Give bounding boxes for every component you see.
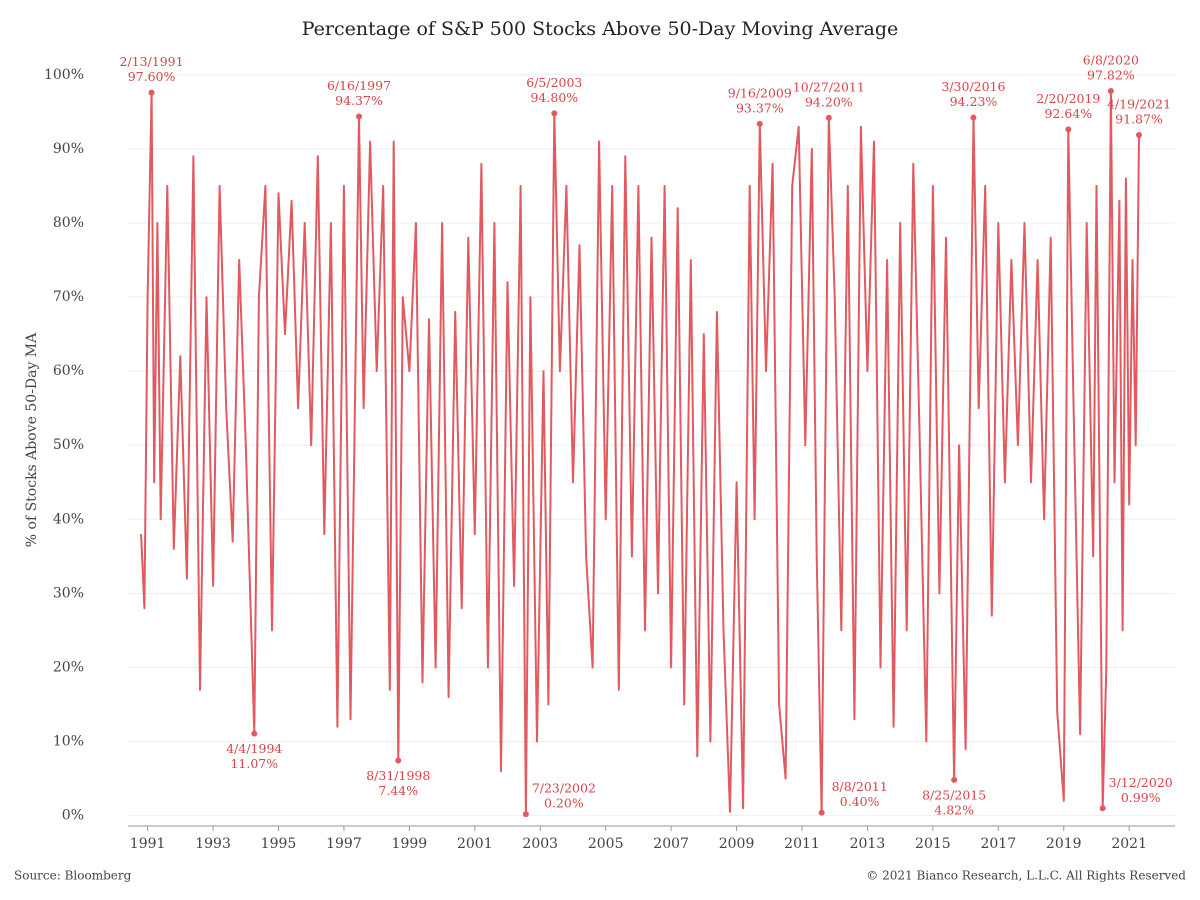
- annotation-value: 94.37%: [335, 93, 383, 108]
- source: Source: Bloomberg: [14, 869, 132, 883]
- annotation-point: [551, 110, 558, 117]
- annotation-point: [818, 809, 825, 816]
- annotation-date: 3/30/2016: [941, 79, 1005, 94]
- x-tick-label: 2019: [1046, 836, 1082, 852]
- annotation-date: 2/20/2019: [1036, 91, 1100, 106]
- x-tick-label: 1991: [130, 836, 166, 852]
- annotation-date: 9/16/2009: [728, 85, 792, 100]
- annotation-point: [1107, 87, 1114, 94]
- x-tick-label: 2001: [457, 836, 493, 852]
- y-axis-label: % of Stocks Above 50-Day MA: [24, 332, 40, 547]
- annotation-date: 7/23/2002: [532, 781, 596, 796]
- x-tick-label: 1993: [195, 836, 231, 852]
- y-tick-label: 80%: [53, 215, 84, 231]
- annotation-value: 4.82%: [934, 802, 974, 817]
- annotation-value: 94.80%: [530, 90, 578, 105]
- annotation-value: 94.20%: [805, 94, 853, 109]
- annotation-point: [355, 113, 362, 120]
- y-tick-label: 10%: [53, 734, 84, 750]
- annotation-value: 94.23%: [950, 94, 998, 109]
- annotation-date: 8/8/2011: [832, 779, 888, 794]
- annotation-point: [1099, 805, 1106, 812]
- annotation-value: 97.60%: [128, 69, 176, 84]
- series-line: [140, 90, 1140, 816]
- y-tick-label: 30%: [53, 585, 84, 601]
- x-tick-label: 2009: [719, 836, 755, 852]
- annotation-point: [756, 120, 763, 127]
- x-tick-label: 2007: [653, 836, 689, 852]
- annotation-point: [251, 730, 258, 737]
- x-tick-label: 2021: [1111, 836, 1147, 852]
- annotation-value: 97.82%: [1087, 67, 1135, 82]
- annotation-date: 4/4/1994: [226, 741, 282, 756]
- annotation-date: 3/12/2020: [1109, 775, 1173, 790]
- annotation-point: [951, 776, 958, 783]
- annotation-date: 6/5/2003: [526, 75, 582, 90]
- annotation-point: [970, 114, 977, 121]
- annotation-point: [522, 811, 529, 818]
- annotation-value: 91.87%: [1115, 112, 1163, 127]
- annotation-point: [1136, 132, 1143, 139]
- y-tick-label: 90%: [53, 141, 84, 157]
- annotation-point: [825, 114, 832, 121]
- annotation-date: 8/25/2015: [922, 787, 986, 802]
- annotation-date: 6/16/1997: [327, 78, 391, 93]
- x-tick-label: 1999: [392, 836, 428, 852]
- x-tick-label: 2003: [522, 836, 558, 852]
- annotation-point: [1065, 126, 1072, 133]
- y-tick-label: 0%: [62, 808, 84, 824]
- y-tick-label: 70%: [53, 289, 84, 305]
- annotation-value: 0.99%: [1121, 790, 1161, 805]
- y-tick-label: 60%: [53, 363, 84, 379]
- chart-title: Percentage of S&P 500 Stocks Above 50-Da…: [302, 18, 899, 40]
- annotation-value: 92.64%: [1045, 106, 1093, 121]
- annotation-point: [148, 89, 155, 96]
- annotation-value: 0.40%: [840, 794, 880, 809]
- x-tick-label: 2005: [588, 836, 624, 852]
- annotation-value: 0.20%: [544, 796, 584, 811]
- annotation-date: 8/31/1998: [366, 768, 430, 783]
- annotation-date: 4/19/2021: [1107, 97, 1171, 112]
- y-tick-label: 20%: [53, 659, 84, 675]
- annotation-date: 2/13/1991: [120, 54, 184, 69]
- x-tick-label: 2017: [980, 836, 1016, 852]
- annotation-date: 6/8/2020: [1083, 52, 1139, 67]
- x-tick-label: 2011: [784, 836, 820, 852]
- x-tick-label: 2015: [915, 836, 951, 852]
- x-tick-label: 1997: [326, 836, 362, 852]
- x-tick-label: 2013: [850, 836, 886, 852]
- annotation-value: 7.44%: [378, 783, 418, 798]
- y-tick-label: 40%: [53, 511, 84, 527]
- y-tick-label: 100%: [44, 67, 84, 83]
- x-tick-label: 1995: [261, 836, 297, 852]
- annotation-point: [395, 757, 402, 764]
- annotation-date: 10/27/2011: [793, 79, 865, 94]
- y-tick-label: 50%: [53, 437, 84, 453]
- annotation-value: 93.37%: [736, 100, 784, 115]
- copyright: © 2021 Bianco Research, L.L.C. All Right…: [866, 869, 1186, 883]
- annotation-value: 11.07%: [230, 756, 278, 771]
